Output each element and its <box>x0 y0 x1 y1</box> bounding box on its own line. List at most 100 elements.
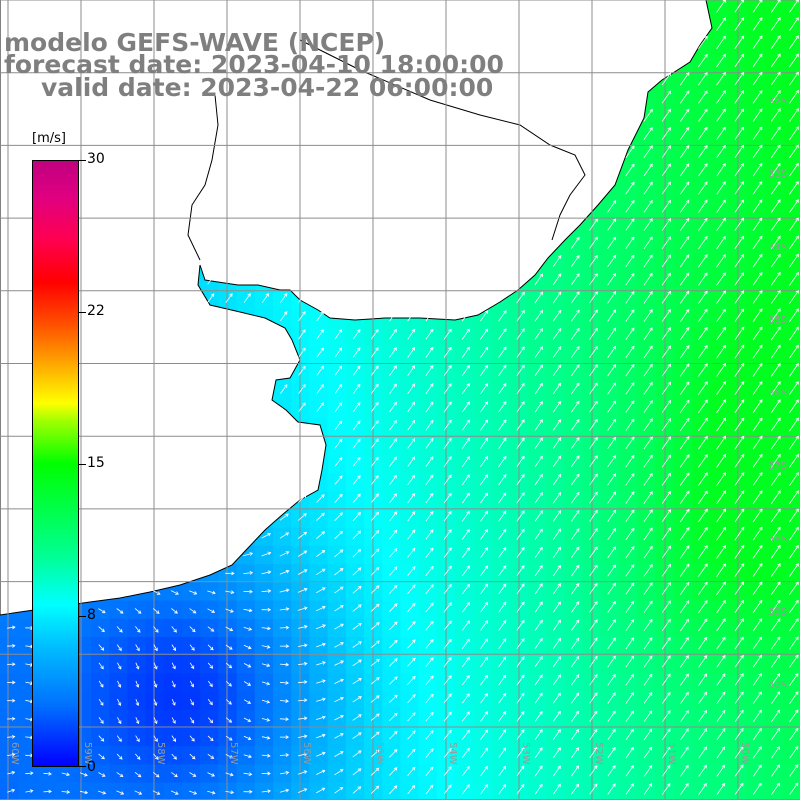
wind-speed-cell <box>691 564 711 583</box>
wind-speed-cell <box>618 345 638 365</box>
wind-speed-cell <box>527 546 547 565</box>
wind-arrow <box>280 311 288 322</box>
wind-arrow <box>752 326 763 341</box>
wind-speed-cell <box>309 345 329 365</box>
wind-speed-cell <box>527 746 547 765</box>
wind-speed-cell <box>618 182 638 201</box>
wind-speed-cell <box>491 309 511 329</box>
wind-arrow <box>770 0 781 13</box>
wind-speed-cell <box>527 309 547 329</box>
wind-arrow <box>789 71 799 86</box>
wind-speed-cell <box>764 728 784 747</box>
wind-arrow <box>679 272 690 286</box>
wind-speed-cell <box>709 546 729 565</box>
wind-speed-cell <box>728 54 747 74</box>
wind-speed-cell <box>72 782 92 800</box>
valid-date: valid date: 2023-04-22 06:00:00 <box>41 73 494 102</box>
wind-speed-cell <box>637 145 656 165</box>
wind-speed-cell <box>54 782 74 800</box>
wind-speed-cell <box>564 236 583 256</box>
longitude-label: 50W <box>739 742 750 765</box>
wind-arrow <box>407 346 416 358</box>
wind-arrow <box>789 290 799 304</box>
wind-speed-cell <box>309 327 329 347</box>
wind-speed-cell <box>746 72 765 92</box>
wind-arrow <box>716 217 726 231</box>
wind-arrow <box>298 347 306 358</box>
wind-arrow <box>316 347 324 358</box>
wind-speed-cell <box>400 527 420 547</box>
wind-speed-cell <box>382 455 401 474</box>
wind-speed-cell <box>473 691 492 711</box>
wind-speed-cell <box>691 345 711 365</box>
wind-speed-cell <box>764 655 784 674</box>
wind-speed-cell <box>546 673 565 693</box>
wind-speed-cell <box>382 673 401 693</box>
wind-speed-cell <box>418 491 438 511</box>
wind-speed-cell <box>728 72 747 92</box>
colorbar-tick-label: 8 <box>87 607 96 623</box>
wind-speed-cell <box>564 728 583 747</box>
wind-speed-cell <box>455 709 474 729</box>
wind-speed-cell <box>418 564 438 583</box>
wind-speed-cell <box>673 746 693 765</box>
wind-speed-cell <box>728 254 747 274</box>
wind-speed-cell <box>600 309 620 329</box>
wind-speed-cell <box>473 637 492 656</box>
wind-speed-cell <box>455 345 474 365</box>
wind-arrow <box>607 254 617 268</box>
wind-speed-cell <box>764 709 784 729</box>
wind-speed-cell <box>400 455 420 474</box>
wind-arrow <box>789 144 799 159</box>
wind-speed-cell <box>527 364 547 383</box>
latitude-label: 32S <box>768 96 788 107</box>
longitude-label: 55W <box>374 742 385 765</box>
wind-speed-cell <box>418 364 438 383</box>
wind-speed-cell <box>691 709 711 729</box>
wind-speed-cell <box>455 473 474 492</box>
wind-arrow <box>643 163 653 177</box>
wind-speed-cell <box>673 254 693 274</box>
wind-arrow <box>607 309 617 322</box>
wind-arrow <box>570 236 580 249</box>
wind-arrow <box>370 328 379 340</box>
wind-arrow <box>389 310 397 322</box>
wind-speed-cell <box>291 309 310 329</box>
wind-speed-cell <box>345 382 365 401</box>
wind-speed-cell <box>618 491 638 511</box>
wind-speed-cell <box>764 254 784 274</box>
wind-speed-cell <box>400 673 420 693</box>
wind-speed-cell <box>564 436 583 456</box>
wind-arrow <box>625 181 635 195</box>
wind-speed-cell <box>637 728 656 747</box>
wind-arrow <box>716 326 726 341</box>
wind-arrow <box>716 272 726 286</box>
wind-speed-cell <box>691 436 711 456</box>
wind-speed-cell <box>637 127 656 147</box>
wind-speed-cell <box>473 382 492 401</box>
wind-arrow <box>643 290 653 304</box>
wind-arrow <box>789 126 799 141</box>
wind-speed-cell <box>273 291 292 310</box>
wind-speed-cell <box>491 473 511 492</box>
wind-arrow <box>734 108 745 122</box>
wind-speed-cell <box>564 527 583 547</box>
latitude-label: 40S <box>768 680 788 691</box>
wind-speed-cell <box>491 764 511 784</box>
wind-arrow <box>679 181 690 195</box>
wind-speed-cell <box>345 728 365 747</box>
wind-speed-cell <box>418 728 438 747</box>
wind-speed-cell <box>764 127 784 147</box>
wind-speed-cell <box>600 400 620 420</box>
wind-speed-cell <box>709 345 729 365</box>
wind-speed-cell <box>546 582 565 602</box>
wind-speed-cell <box>673 582 693 602</box>
wind-arrow <box>552 273 562 286</box>
wind-speed-cell <box>673 728 693 747</box>
wind-speed-cell <box>709 637 729 656</box>
wind-arrow <box>789 35 799 50</box>
wind-speed-cell <box>746 709 765 729</box>
wind-arrow <box>679 254 690 268</box>
wind-speed-cell <box>709 127 729 147</box>
wind-arrow <box>607 272 617 286</box>
